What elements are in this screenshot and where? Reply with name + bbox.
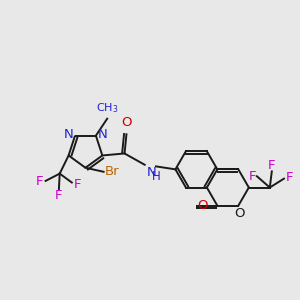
Text: F: F [248, 170, 256, 183]
Text: O: O [121, 116, 132, 129]
Text: F: F [74, 178, 81, 190]
Text: N: N [64, 128, 74, 141]
Text: N: N [146, 166, 156, 179]
Text: F: F [286, 171, 294, 184]
Text: H: H [152, 170, 161, 183]
Text: Br: Br [105, 165, 120, 178]
Text: F: F [268, 159, 276, 172]
Text: O: O [234, 207, 244, 220]
Text: F: F [55, 189, 63, 202]
Text: O: O [198, 199, 208, 212]
Text: F: F [36, 175, 43, 188]
Text: N: N [98, 128, 107, 141]
Text: CH$_3$: CH$_3$ [96, 102, 118, 116]
